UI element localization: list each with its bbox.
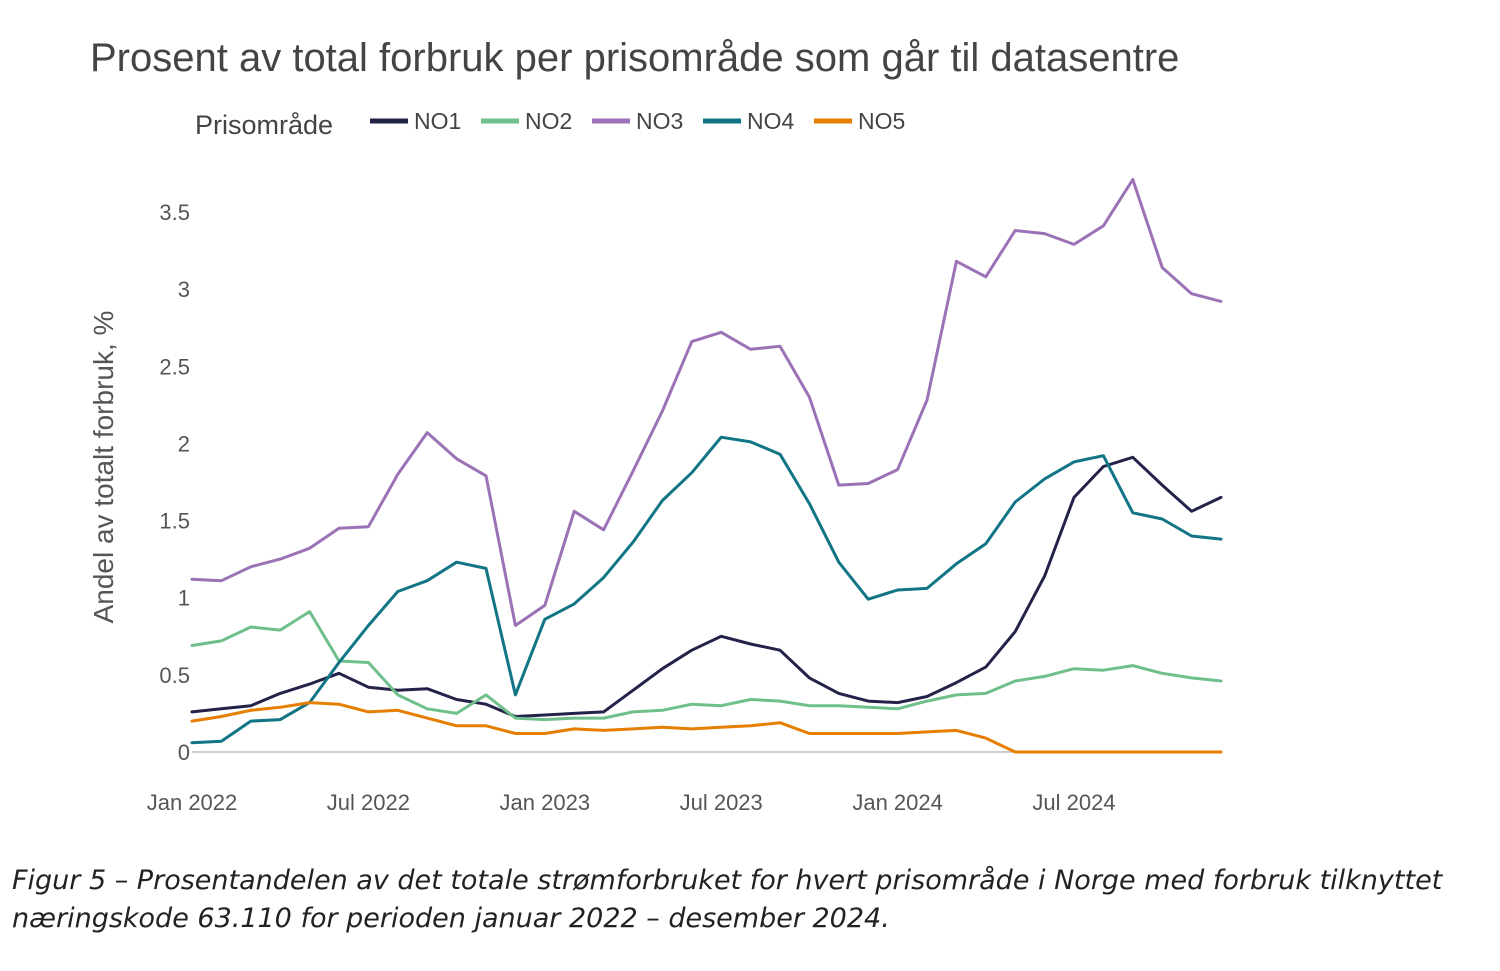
y-tick-label: 0.5 <box>159 663 190 688</box>
legend-item-no3: NO3 <box>592 108 683 134</box>
figure-caption: Figur 5 – Prosentandelen av det totale s… <box>12 865 1443 934</box>
legend-label: NO1 <box>414 108 461 134</box>
legend-title: Prisområde <box>195 110 333 140</box>
x-tick-label: Jan 2023 <box>500 790 591 815</box>
y-tick-label: 2.5 <box>159 354 190 379</box>
x-tick-label: Jul 2023 <box>680 790 763 815</box>
series-line-no1 <box>190 455 1223 718</box>
legend-item-no1: NO1 <box>370 108 461 134</box>
x-tick-label: Jan 2022 <box>147 790 238 815</box>
y-tick-label: 0 <box>178 740 190 765</box>
legend-label: NO2 <box>525 108 572 134</box>
x-tick-label: Jul 2024 <box>1032 790 1115 815</box>
y-axis-ticks: 0 0.5 1 1.5 2 2.5 3 3.5 <box>159 200 190 765</box>
legend: NO1 NO2 NO3 NO4 NO5 <box>370 108 905 134</box>
series-line-no5 <box>190 701 1223 754</box>
series-line-no4 <box>190 435 1223 745</box>
legend-label: NO5 <box>858 108 905 134</box>
x-tick-label: Jul 2022 <box>327 790 410 815</box>
y-tick-label: 1.5 <box>159 509 190 534</box>
y-tick-label: 1 <box>178 586 190 611</box>
y-axis-label: Andel av totalt forbruk, % <box>88 311 119 624</box>
legend-label: NO3 <box>636 108 683 134</box>
series-line-no2 <box>190 610 1223 722</box>
series-line-no3 <box>190 178 1223 627</box>
legend-label: NO4 <box>747 108 795 134</box>
chart-title: Prosent av total forbruk per prisområde … <box>90 36 1179 80</box>
legend-item-no4: NO4 <box>703 108 795 134</box>
line-chart: Prosent av total forbruk per prisområde … <box>88 36 1223 815</box>
series-group <box>190 178 1223 754</box>
legend-item-no2: NO2 <box>481 108 572 134</box>
y-tick-label: 3 <box>178 277 190 302</box>
x-axis-ticks: Jan 2022 Jul 2022 Jan 2023 Jul 2023 Jan 2024… <box>147 790 1116 815</box>
y-tick-label: 2 <box>178 431 190 456</box>
legend-item-no5: NO5 <box>814 108 905 134</box>
x-tick-label: Jan 2024 <box>852 790 943 815</box>
y-tick-label: 3.5 <box>159 200 190 225</box>
